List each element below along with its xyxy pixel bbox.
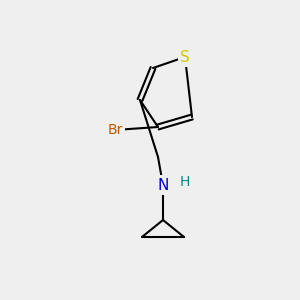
Text: Br: Br bbox=[107, 123, 123, 137]
Text: S: S bbox=[180, 50, 190, 64]
Text: N: N bbox=[157, 178, 169, 193]
Text: H: H bbox=[180, 175, 190, 189]
